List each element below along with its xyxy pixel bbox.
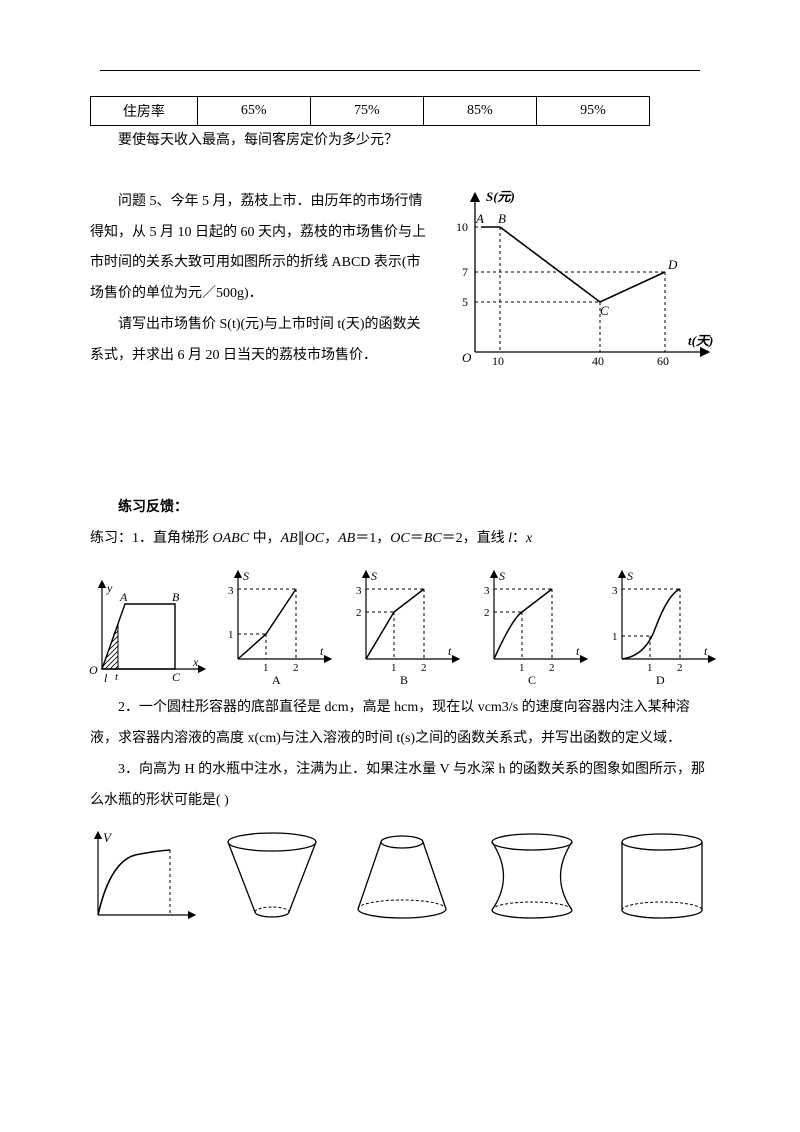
t: 练习：1．直角梯形 (90, 531, 213, 546)
tk: 1 (519, 662, 525, 674)
tk: 1 (228, 629, 234, 641)
tk: 3 (228, 585, 234, 597)
tk: 1 (647, 662, 653, 674)
ytick: 7 (462, 265, 468, 279)
t: ＝1， (355, 531, 390, 546)
ex1-text: 练习：1．直角梯形 OABC 中，AB∥OC，AB＝1，OC＝BC＝2，直线 l… (90, 524, 710, 555)
tk: 2 (293, 662, 299, 674)
cell: 85% (423, 97, 536, 126)
occupancy-table: 住房率 65% 75% 85% 95% (90, 96, 650, 126)
t: 中， (249, 531, 281, 546)
lbl: V (103, 830, 113, 845)
option-d-chart: S t 3 1 1 2 D (600, 564, 720, 689)
svg-text:t: t (115, 671, 119, 683)
lbl: A (119, 590, 128, 604)
ytick: 10 (456, 220, 468, 234)
pt-d: D (667, 257, 678, 272)
lbl: S (627, 569, 633, 583)
cell: 65% (197, 97, 310, 126)
lbl: t (576, 644, 580, 658)
t: BC (424, 531, 442, 546)
opt-label: B (400, 673, 408, 687)
option-c-chart: S t 3 2 1 2 C (472, 564, 592, 689)
q5-chart: O S(元) t(天) 10 7 5 10 40 60 A B (440, 187, 720, 377)
lbl: S (243, 569, 249, 583)
lbl: C (172, 670, 181, 684)
shapes-row: V (80, 827, 720, 927)
ex3-text: 3．向高为 H 的水瓶中注水，注满为止．如果注水量 V 与水深 h 的函数关系的… (90, 755, 710, 817)
tk: 2 (421, 662, 427, 674)
tk: 3 (612, 585, 618, 597)
opt-label: C (528, 673, 536, 687)
t: ∥ (298, 531, 305, 546)
tk: 2 (484, 607, 490, 619)
lbl: S (499, 569, 505, 583)
lbl: t (448, 644, 452, 658)
lbl: t (704, 644, 708, 658)
ex2-text: 2．一个圆柱形容器的底部直径是 dcm，高是 hcm，现在以 vcm3/s 的速… (90, 693, 710, 755)
lbl: x (192, 655, 199, 669)
xtick: 10 (492, 354, 504, 368)
origin-label: O (462, 350, 472, 365)
opt-label: D (656, 673, 665, 687)
top-rule (100, 70, 700, 71)
lbl: y (106, 581, 113, 595)
option-a-chart: S t 3 1 1 2 A (216, 564, 336, 689)
pt-a: A (475, 211, 484, 226)
y-axis-label: S(元) (486, 189, 515, 204)
t: OC (305, 531, 324, 546)
shape-cone-down (345, 827, 460, 927)
feedback-heading: 练习反馈： (90, 493, 710, 524)
t: AB (338, 531, 355, 546)
t: ， (324, 531, 338, 546)
shape-cylinder (605, 827, 720, 927)
pt-c: C (600, 303, 609, 318)
tk: 3 (356, 585, 362, 597)
t: x (526, 531, 532, 546)
tk: 2 (356, 607, 362, 619)
q4-followup: 要使每天收入最高，每间客房定价为多少元？ (90, 126, 710, 157)
lbl: O (89, 663, 98, 677)
t: ＝ (410, 531, 424, 546)
tk: 2 (549, 662, 555, 674)
trapezoid-chart: O y x A B C l t (80, 574, 208, 689)
xtick: 60 (657, 354, 669, 368)
tk: 1 (612, 631, 618, 643)
lbl: S (371, 569, 377, 583)
tk: 2 (677, 662, 683, 674)
tk: 3 (484, 585, 490, 597)
lbl: B (172, 590, 180, 604)
table-row: 住房率 65% 75% 85% 95% (91, 97, 650, 126)
lbl: t (320, 644, 324, 658)
t: OABC (213, 531, 250, 546)
opt-label: A (272, 673, 281, 687)
shape-hourglass (475, 827, 590, 927)
ytick: 5 (462, 295, 468, 309)
small-charts-row: O y x A B C l t S t 3 1 1 2 A (80, 564, 720, 689)
t: AB (281, 531, 298, 546)
t: ： (512, 531, 526, 546)
t: OC (390, 531, 409, 546)
t: ＝2，直线 (442, 531, 509, 546)
tk: 1 (263, 662, 269, 674)
cell: 75% (310, 97, 423, 126)
cell: 95% (536, 97, 649, 126)
pt-b: B (498, 211, 506, 226)
shape-cone-up (215, 827, 330, 927)
line-chart-svg: O S(元) t(天) 10 7 5 10 40 60 A B (440, 187, 720, 377)
lbl: l (104, 671, 108, 685)
option-b-chart: S t 3 2 1 2 B (344, 564, 464, 689)
xtick: 40 (592, 354, 604, 368)
tk: 1 (391, 662, 397, 674)
x-axis-label: t(天) (688, 333, 713, 348)
vh-chart: V (80, 827, 200, 927)
cell-header: 住房率 (91, 97, 198, 126)
